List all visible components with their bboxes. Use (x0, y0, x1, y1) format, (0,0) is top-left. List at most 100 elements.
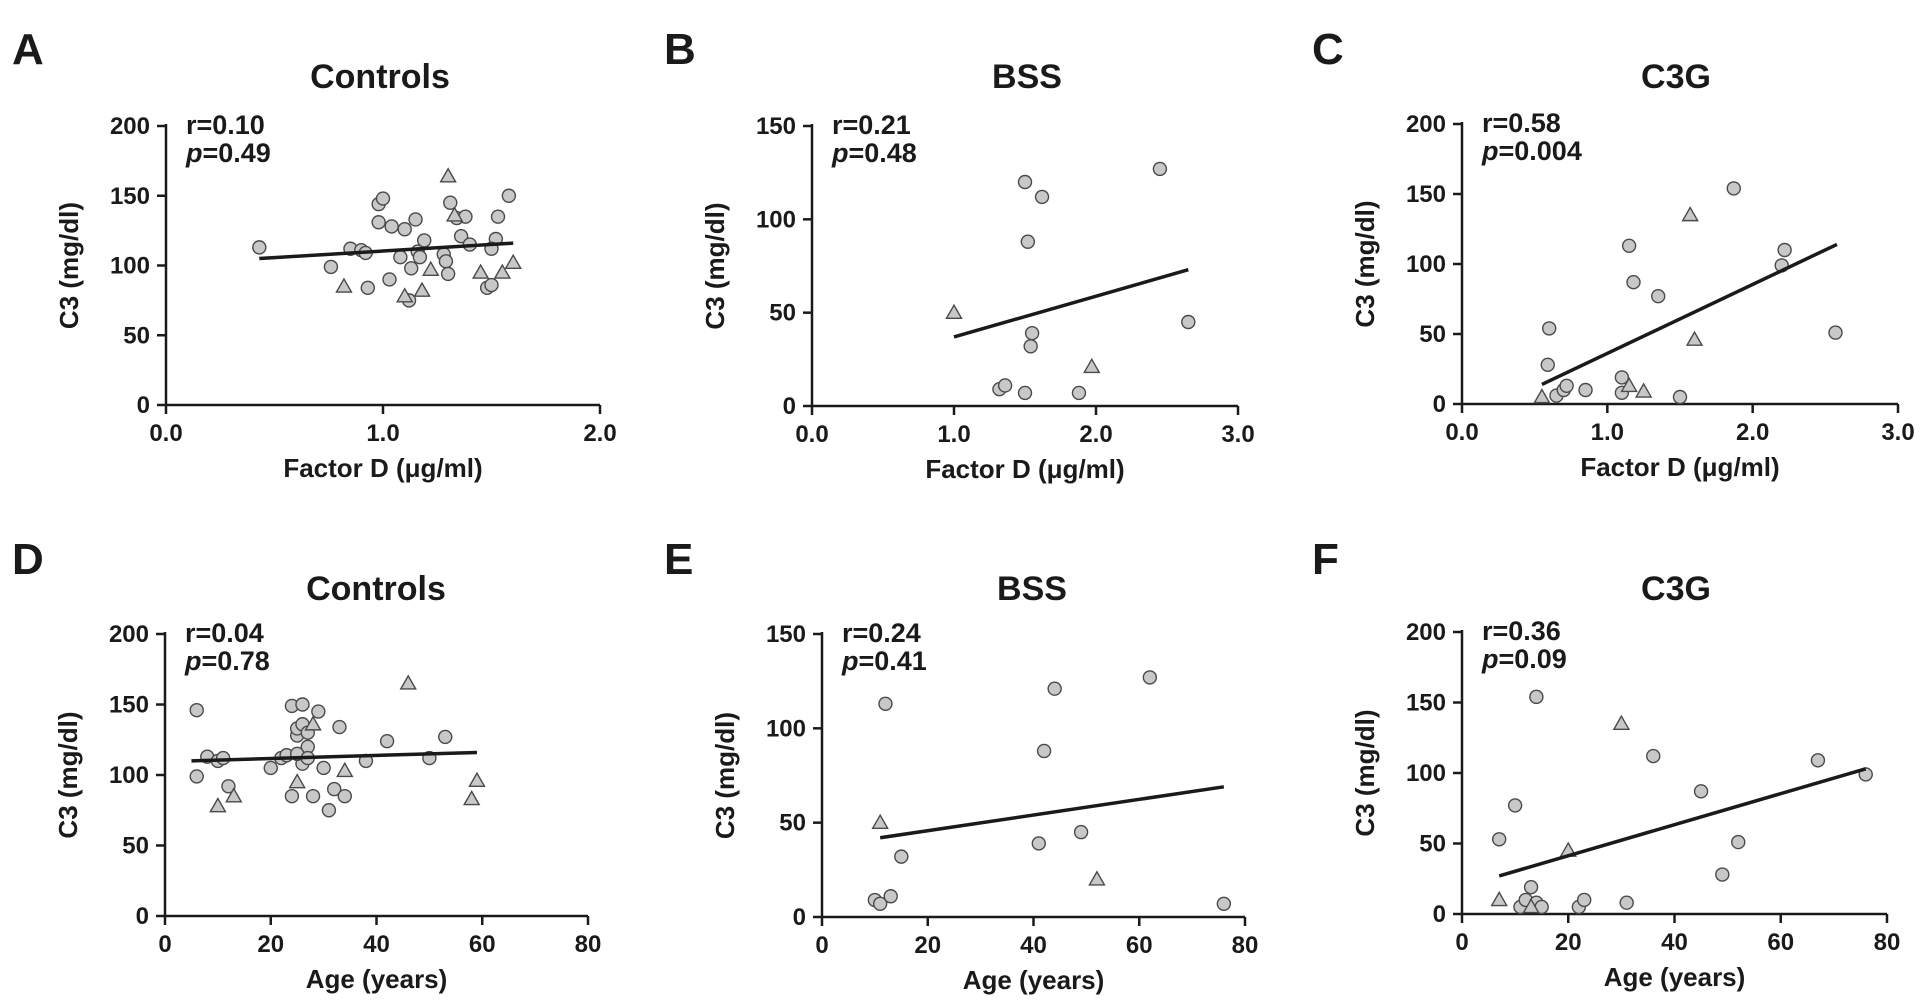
data-point-circle (1731, 834, 1746, 850)
y-axis-label: C3 (mg/dl) (54, 202, 84, 329)
y-axis-label: C3 (mg/dl) (710, 712, 740, 839)
x-tick-label: 1.0 (366, 420, 399, 447)
panel-letter: F (1312, 535, 1339, 584)
data-point-circle (1777, 242, 1792, 258)
y-tick-label: 100 (110, 253, 150, 280)
data-point-circle (1036, 743, 1052, 759)
x-tick-label: 3.0 (1881, 419, 1914, 446)
p-symbol: p (841, 646, 859, 676)
y-tick-label: 150 (110, 183, 150, 210)
data-point-circle (252, 240, 267, 255)
y-tick-label: 50 (1419, 831, 1446, 858)
data-point-circle (221, 779, 236, 794)
y-tick-label: 150 (756, 113, 796, 140)
data-point-circle (189, 769, 204, 784)
data-point-circle (323, 259, 339, 275)
data-point-circle (417, 233, 432, 248)
regression-line (191, 750, 478, 763)
p-value: p=0.41 (841, 646, 927, 676)
data-point-circle (337, 788, 352, 804)
y-tick-label: 150 (1406, 181, 1446, 208)
data-point-circle (490, 209, 506, 224)
data-point-circle (284, 788, 300, 804)
data-point-triangle (493, 263, 512, 279)
x-tick-label: 20 (1555, 929, 1582, 956)
data-point-circle (397, 222, 412, 237)
y-tick-label: 200 (1406, 619, 1446, 646)
data-point-circle (404, 261, 419, 276)
y-tick-label: 50 (769, 300, 796, 327)
data-point-circle (332, 719, 347, 735)
data-point-circle (443, 195, 458, 210)
chart-title: BSS (992, 58, 1062, 96)
data-point-triangle (1634, 382, 1653, 398)
data-point-triangle (1490, 890, 1508, 907)
data-point-circle (1491, 832, 1507, 847)
x-tick-label: 20 (257, 931, 284, 958)
data-point-triangle (395, 287, 414, 303)
data-point-triangle (209, 797, 227, 813)
y-tick-label: 200 (1406, 111, 1446, 138)
data-point-circle (263, 760, 278, 776)
data-point-circle (371, 215, 386, 230)
data-point-circle (1523, 880, 1539, 895)
y-axis-label: C3 (mg/dl) (1350, 709, 1380, 836)
x-axis-label: Factor D (μg/ml) (925, 454, 1124, 484)
p-value-number: =0.49 (203, 138, 271, 168)
data-point-circle (1023, 339, 1038, 354)
x-tick-label: 80 (1232, 932, 1259, 959)
p-value: p=0.48 (831, 138, 917, 168)
data-point-triangle (462, 790, 481, 806)
y-tick-label: 100 (1406, 760, 1446, 787)
data-point-circle (327, 781, 342, 797)
panel-letter: B (664, 25, 696, 74)
data-point-triangle (1083, 357, 1101, 374)
data-point-circle (1047, 681, 1062, 696)
data-point-circle (1810, 753, 1826, 768)
data-point-circle (883, 889, 898, 904)
x-tick-label: 20 (914, 932, 941, 959)
regression-line (879, 785, 1225, 840)
regression-line (953, 268, 1189, 339)
p-symbol: p (185, 138, 203, 168)
data-point-circle (1216, 896, 1232, 911)
data-point-circle (1650, 289, 1666, 304)
panel-letter: D (12, 535, 44, 584)
data-point-circle (1031, 836, 1046, 851)
data-point-circle (878, 696, 893, 712)
data-point-circle (321, 803, 337, 818)
data-point-circle (1541, 321, 1557, 336)
y-tick-label: 150 (1406, 690, 1446, 717)
data-point-circle (305, 788, 321, 804)
x-axis-label: Age (years) (963, 965, 1105, 995)
x-tick-label: 60 (1767, 929, 1794, 956)
data-point-circle (1540, 357, 1555, 372)
data-point-circle (1726, 181, 1741, 196)
p-value: p=0.09 (1481, 644, 1567, 674)
y-tick-label: 50 (1419, 321, 1446, 348)
chart-title: Controls (306, 570, 446, 608)
y-tick-label: 100 (756, 206, 796, 233)
data-point-circle (1034, 189, 1050, 205)
data-point-circle (438, 254, 454, 269)
p-value-number: =0.09 (1499, 644, 1567, 674)
y-tick-label: 100 (766, 715, 806, 742)
data-point-circle (393, 249, 408, 265)
y-tick-label: 0 (136, 903, 149, 930)
data-point-circle (382, 272, 397, 287)
x-axis-label: Age (years) (306, 964, 448, 994)
x-tick-label: 0 (1455, 929, 1468, 956)
panel-f: F C3G 0 50 100 150 200 0 20 40 60 80 Age (years) C3 (… (1312, 535, 1900, 992)
data-point-circle (1017, 174, 1033, 190)
y-tick-label: 50 (779, 810, 806, 837)
x-tick-label: 1.0 (1591, 419, 1624, 446)
correlation-r: r=0.10 (186, 110, 265, 140)
data-point-triangle (471, 263, 490, 279)
x-tick-label: 40 (1020, 932, 1047, 959)
p-symbol: p (831, 138, 849, 168)
y-axis-label: C3 (mg/dl) (53, 711, 83, 838)
data-point-circle (1529, 689, 1544, 705)
y-tick-label: 0 (137, 392, 150, 419)
x-axis-label: Factor D (μg/ml) (1580, 452, 1779, 482)
data-point-triangle (304, 715, 322, 731)
